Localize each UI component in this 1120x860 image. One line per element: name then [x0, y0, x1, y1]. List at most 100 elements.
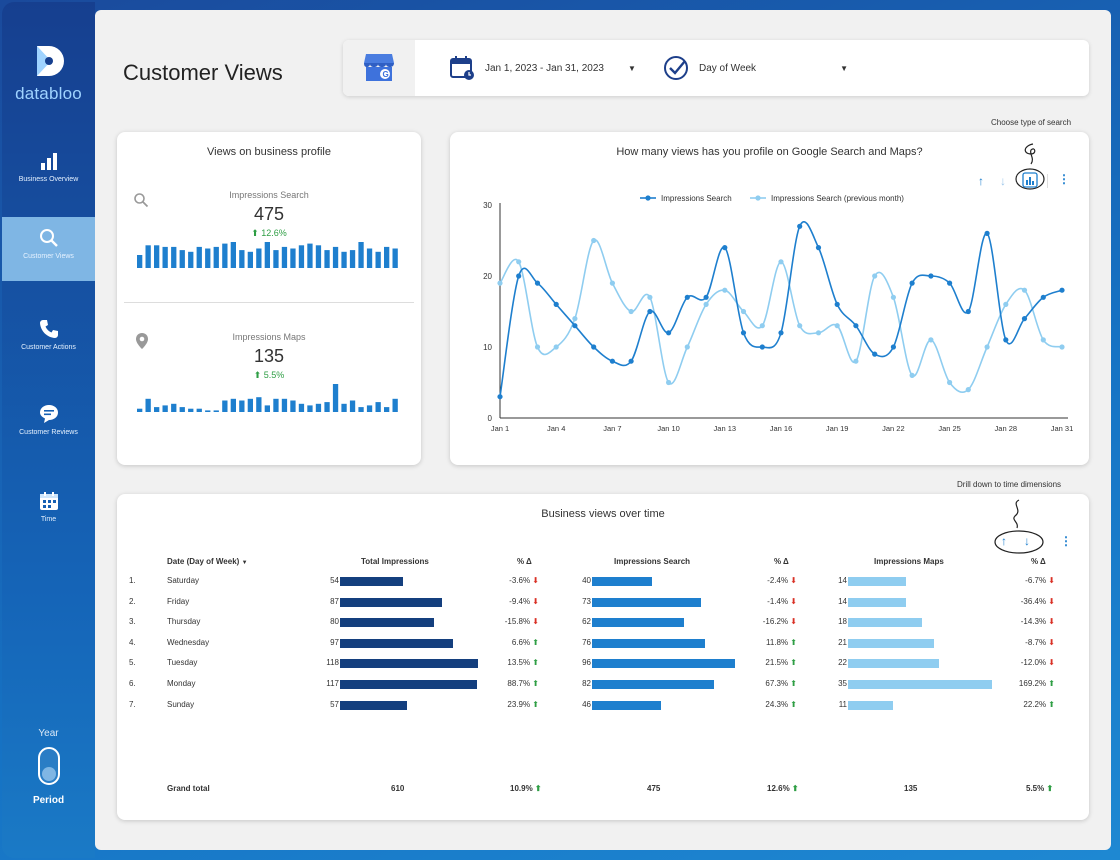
page-title: Customer Views [123, 60, 283, 85]
row-day[interactable]: Friday [167, 596, 190, 606]
search-delta: 67.3% ⬆ [745, 679, 797, 688]
y-tick-label: 0 [488, 414, 493, 423]
row-day[interactable]: Saturday [167, 576, 200, 585]
nav-customer-reviews[interactable]: Customer Reviews [2, 393, 95, 457]
drill-down-button[interactable]: ↓ [1000, 174, 1006, 188]
up-arrow-icon: ⬆ [532, 637, 539, 647]
dimension-filter[interactable]: Day of Week ▼ [663, 40, 848, 96]
down-arrow-icon: ⬇ [532, 617, 539, 627]
search-bar [592, 618, 685, 628]
data-point [759, 323, 765, 329]
spark-bar [307, 405, 313, 412]
logo-text: databloo [15, 84, 82, 103]
data-point [628, 358, 634, 364]
data-point [1059, 344, 1065, 350]
legend-marker [755, 195, 761, 201]
calendar-icon [39, 492, 58, 510]
total-bar [340, 659, 478, 669]
search-delta: 21.5% ⬆ [745, 658, 797, 667]
spark-bar [154, 407, 160, 412]
maps-value: 21 [838, 637, 847, 647]
maps-delta-value: -12.0% [1020, 658, 1047, 668]
down-arrow-icon: ⬇ [1048, 617, 1055, 627]
x-tick-label: Jan 25 [938, 424, 961, 433]
maps-delta: -8.7% ⬇ [1003, 638, 1055, 647]
col-header-pct[interactable]: % Δ [774, 557, 789, 566]
down-arrow-icon: ⬇ [1048, 637, 1055, 647]
date-range-filter[interactable]: Jan 1, 2023 - Jan 31, 2023 ▼ [449, 40, 636, 96]
spark-bar [256, 397, 262, 412]
divider [124, 302, 414, 303]
maps-bar [848, 618, 923, 628]
data-point [928, 337, 934, 343]
spark-bar [366, 248, 373, 268]
drill-up-button[interactable]: ↑ [1001, 534, 1007, 548]
period-toggle[interactable] [37, 747, 60, 785]
nav-business-overview[interactable]: Business Overview [2, 140, 95, 204]
col-header-pct[interactable]: % Δ [517, 557, 532, 566]
spark-bar [213, 246, 219, 268]
google-business-icon: G [364, 54, 394, 81]
dimension-value: Day of Week [699, 62, 757, 74]
caret-down-icon: ▼ [840, 63, 848, 73]
row-day[interactable]: Sunday [167, 699, 195, 709]
kpi-delta: ⬆ 12.6% [251, 228, 287, 238]
total-delta: -15.8% ⬇ [489, 617, 539, 626]
down-arrow-icon: ⬇ [790, 576, 797, 585]
col-header-search[interactable]: Impressions Search [614, 557, 691, 566]
spark-bar [281, 246, 288, 268]
search-delta-value: 67.3% [765, 679, 789, 688]
data-point [572, 316, 578, 322]
spark-bar [273, 398, 279, 412]
data-point [497, 394, 503, 400]
nav-customer-actions[interactable]: Customer Actions [2, 308, 95, 372]
x-tick-label: Jan 22 [882, 424, 905, 433]
drill-up-button[interactable]: ↑ [978, 174, 984, 188]
up-arrow-icon: ⬆ [1048, 699, 1055, 709]
more-options-button[interactable]: ⋮ [1060, 534, 1072, 548]
nav-label: Business Overview [18, 176, 79, 183]
spark-bar [290, 400, 296, 412]
grand-total-label: Grand total [167, 784, 210, 793]
data-point [984, 344, 990, 350]
nav-time[interactable]: Time [2, 480, 95, 544]
nav-customer-views[interactable]: Customer Views [2, 217, 95, 281]
spark-bar [375, 251, 381, 268]
data-point [591, 344, 597, 350]
total-bar [340, 618, 434, 628]
search-delta: -1.4% ⬇ [745, 597, 797, 606]
maps-delta-value: -6.7% [1025, 576, 1047, 585]
col-header-maps[interactable]: Impressions Maps [874, 557, 944, 566]
spark-bar [366, 405, 373, 412]
annotation-scribble-icon [994, 499, 1044, 554]
spark-bar [196, 408, 202, 412]
row-number: 5. [129, 658, 136, 668]
col-header-total[interactable]: Total Impressions [361, 557, 429, 566]
kpi-value: 135 [253, 346, 285, 366]
chart-type-button[interactable] [1022, 172, 1038, 188]
spark-bar [264, 242, 270, 268]
row-number: 2. [129, 596, 136, 606]
col-header-pct[interactable]: % Δ [1031, 557, 1046, 566]
total-bar [340, 700, 407, 710]
spark-bar [205, 248, 211, 268]
row-day[interactable]: Thursday [167, 617, 201, 627]
total-value: 54 [330, 576, 339, 585]
more-options-button[interactable]: ⋮ [1058, 172, 1070, 186]
spark-bar [341, 251, 347, 268]
search-value: 40 [582, 576, 591, 585]
total-delta: -3.6% ⬇ [489, 576, 539, 585]
row-day[interactable]: Wednesday [167, 637, 210, 647]
x-tick-label: Jan 28 [995, 424, 1018, 433]
drill-down-button[interactable]: ↓ [1024, 534, 1030, 548]
col-header-date[interactable]: Date (Day of Week) ▼ [167, 557, 248, 566]
spark-bar [341, 403, 347, 412]
data-point [965, 387, 971, 393]
data-point [684, 344, 690, 350]
up-arrow-icon: ⬆ [790, 637, 797, 647]
x-tick-label: Jan 4 [547, 424, 565, 433]
period-label: Period [32, 795, 65, 806]
row-day[interactable]: Monday [167, 679, 196, 688]
search-value: 82 [582, 679, 591, 688]
row-day[interactable]: Tuesday [167, 658, 198, 668]
